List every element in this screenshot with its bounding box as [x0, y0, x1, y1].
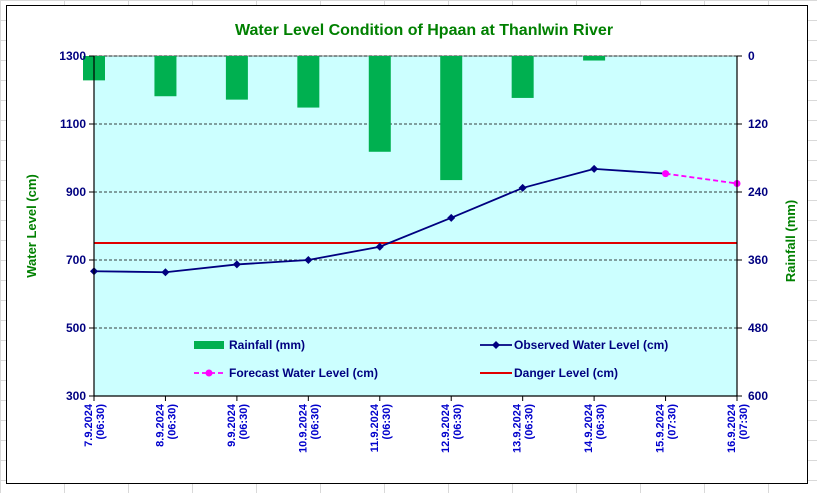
x-tick-label: 7.9.2024 (06:30) — [83, 403, 107, 447]
rainfall-bar — [440, 56, 463, 181]
right-tick-label: 480 — [748, 321, 768, 335]
x-tick-date: 11.9.2024 — [369, 403, 381, 452]
right-axis-title: Rainfall (mm) — [783, 200, 798, 282]
x-tick-label: 10.9.2024 (06:30) — [297, 403, 321, 453]
legend-observed-marker — [492, 341, 500, 349]
legend-rainfall-label: Rainfall (mm) — [229, 338, 305, 352]
chart-title: Water Level Condition of Hpaan at Thanlw… — [235, 22, 613, 39]
left-tick-label: 1300 — [59, 49, 86, 63]
x-tick-time: (06:30) — [238, 404, 250, 440]
x-tick-time: (07:30) — [738, 404, 750, 440]
left-tick-label: 700 — [66, 253, 86, 267]
right-tick-label: 600 — [748, 389, 768, 403]
x-tick-label: 15.9.2024 (07:30) — [655, 403, 679, 453]
x-tick-time: (06:30) — [381, 404, 393, 440]
x-tick-label: 11.9.2024 (06:30) — [369, 403, 393, 452]
x-tick-label: 8.9.2024 (06:30) — [154, 403, 178, 447]
x-tick-date: 8.9.2024 — [154, 403, 166, 447]
x-tick-time: (06:30) — [309, 404, 321, 440]
x-tick-date: 12.9.2024 — [440, 403, 452, 453]
x-tick-label: 16.9.2024 (07:30) — [726, 403, 750, 453]
legend-danger-label: Danger Level (cm) — [514, 366, 618, 380]
legend-observed-label: Observed Water Level (cm) — [514, 338, 668, 352]
observed-point — [447, 213, 456, 222]
x-tick-label: 12.9.2024 (06:30) — [440, 403, 464, 453]
x-tick-date: 16.9.2024 — [726, 403, 738, 453]
x-tick-date: 9.9.2024 — [226, 403, 238, 447]
left-tick-label: 900 — [66, 185, 86, 199]
right-tick-label: 120 — [748, 117, 768, 131]
legend-forecast-label: Forecast Water Level (cm) — [229, 366, 378, 380]
rainfall-bar — [583, 56, 606, 61]
left-tick-label: 1100 — [60, 117, 86, 131]
x-tick-time: (06:30) — [95, 404, 107, 440]
x-tick-time: (06:30) — [524, 404, 536, 440]
left-tick-label: 500 — [66, 321, 86, 335]
right-tick-label: 360 — [748, 253, 768, 267]
x-tick-time: (06:30) — [595, 404, 607, 440]
x-tick-date: 14.9.2024 — [583, 403, 595, 453]
legend-forecast-marker — [205, 369, 213, 377]
observed-point — [304, 256, 313, 264]
right-tick-label: 0 — [748, 49, 755, 63]
x-tick-date: 7.9.2024 — [83, 403, 95, 447]
x-tick-label: 13.9.2024 (06:30) — [512, 403, 536, 453]
left-tick-label: 300 — [66, 389, 86, 403]
x-tick-label: 14.9.2024 (06:30) — [583, 403, 607, 453]
x-tick-label: 9.9.2024 (06:30) — [226, 403, 250, 447]
rainfall-bar — [154, 56, 177, 97]
right-tick-label: 240 — [748, 185, 768, 199]
observed-point — [161, 268, 170, 277]
observed-point — [590, 164, 599, 173]
x-tick-time: (06:30) — [452, 404, 464, 440]
observed-point — [375, 242, 384, 251]
x-tick-time: (07:30) — [667, 404, 679, 440]
left-axis-title: Water Level (cm) — [24, 174, 39, 278]
observed-point — [518, 183, 527, 192]
forecast-point — [662, 170, 670, 178]
x-tick-date: 15.9.2024 — [655, 403, 667, 453]
x-tick-date: 13.9.2024 — [512, 403, 524, 453]
forecast-water-level-line — [665, 172, 738, 185]
rainfall-bar — [225, 56, 248, 100]
rainfall-bar — [368, 56, 391, 152]
x-tick-time: (06:30) — [166, 404, 178, 440]
legend-rainfall-swatch — [194, 341, 224, 349]
x-tick-date: 10.9.2024 — [297, 403, 309, 453]
rainfall-bar — [511, 56, 534, 98]
rainfall-bar — [297, 56, 320, 108]
observed-point — [232, 260, 241, 269]
